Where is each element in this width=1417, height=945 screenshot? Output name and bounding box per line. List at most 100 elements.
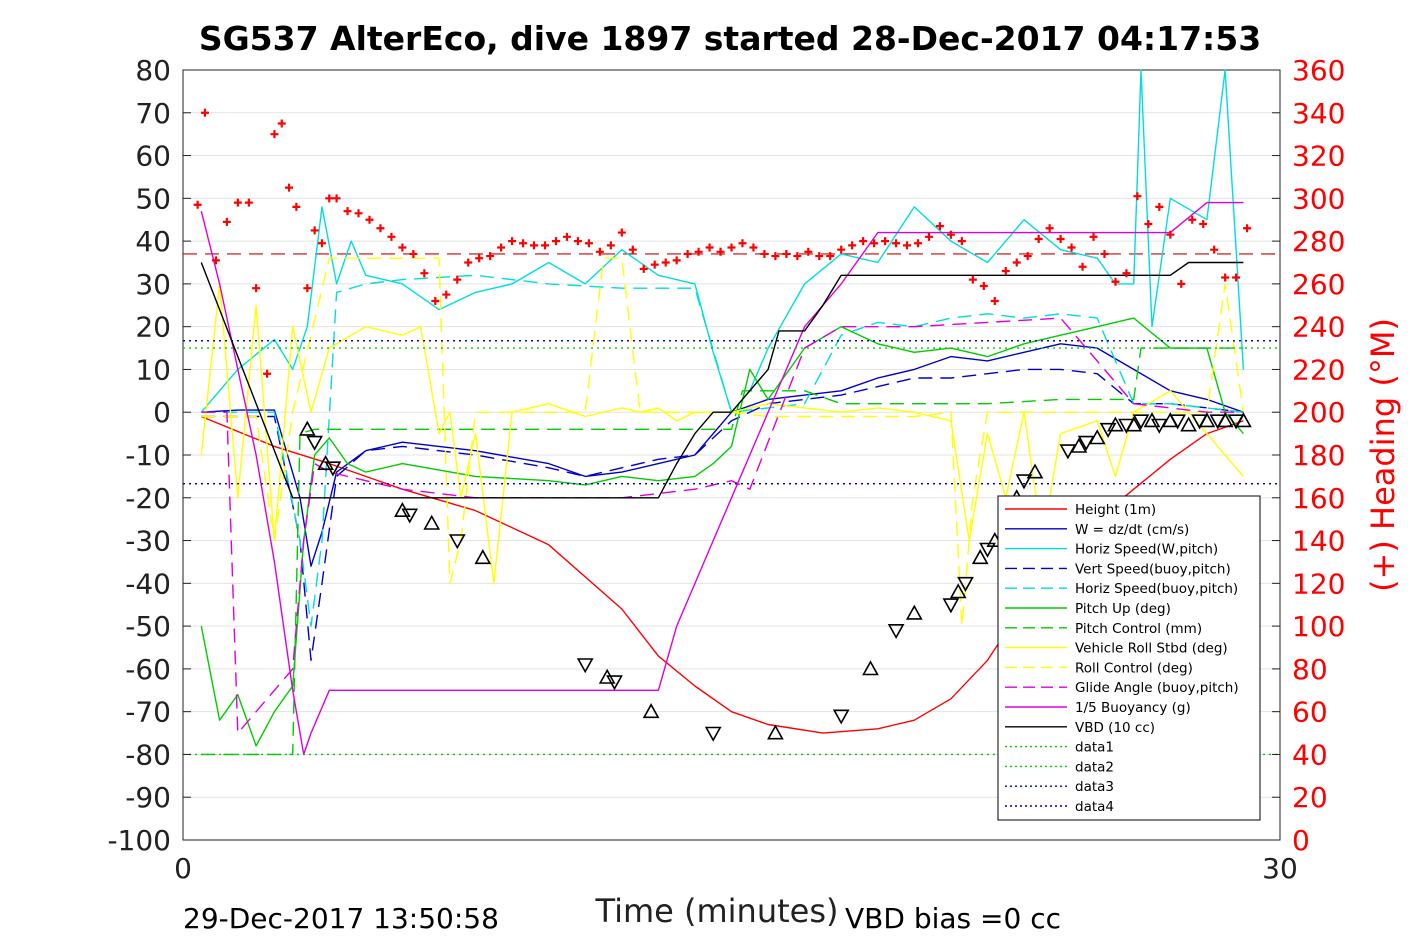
- series-pitch-control-mm: [201, 347, 1244, 756]
- heading-point: [387, 232, 396, 241]
- heading-point: [946, 230, 955, 239]
- heading-point: [409, 249, 418, 258]
- heading-point: [650, 260, 659, 269]
- depth-marker: [1198, 412, 1216, 428]
- heading-point: [881, 237, 890, 246]
- depth-marker: [1015, 474, 1033, 490]
- heading-point: [837, 245, 846, 254]
- heading-point: [519, 239, 528, 248]
- depth-marker: [1180, 416, 1197, 432]
- depth-marker: [642, 703, 660, 719]
- depth-marker: [401, 508, 419, 524]
- y-tick-label: 60: [135, 140, 171, 173]
- depth-marker: [1169, 414, 1186, 430]
- depth-marker: [949, 583, 967, 599]
- heading-point: [233, 198, 242, 207]
- legend-label: data1: [1075, 740, 1114, 756]
- heading-point: [782, 249, 791, 258]
- heading-point: [244, 198, 253, 207]
- depth-marker: [1125, 416, 1143, 432]
- y2-tick-label: 140: [1292, 525, 1345, 558]
- heading-point: [738, 239, 747, 248]
- depth-marker: [979, 542, 996, 558]
- heading-point: [1089, 232, 1098, 241]
- heading-point: [606, 241, 615, 250]
- depth-marker: [887, 623, 905, 640]
- series-vert-speed-buoy-pitch: [201, 368, 1244, 661]
- series-horiz-speed-buoy-pitch: [201, 274, 1244, 627]
- heading-point: [497, 243, 506, 252]
- heading-point: [639, 264, 648, 273]
- depth-marker: [957, 576, 974, 592]
- legend-label: Horiz Speed(W,pitch): [1075, 542, 1218, 558]
- heading-point: [760, 249, 769, 258]
- depth-marker: [606, 675, 623, 691]
- y2-tick-label: 40: [1292, 738, 1328, 771]
- y2-tick-label: 180: [1292, 439, 1345, 472]
- legend-label: W = dz/dt (cm/s): [1075, 522, 1189, 538]
- right-axis-ticks: 3603403203002802602402202001801601401201…: [1272, 54, 1345, 857]
- heading-point: [968, 275, 977, 284]
- timestamp-footer: 29-Dec-2017 13:50:58: [183, 902, 499, 935]
- left-axis-ticks: 80 70 60 50 40 30 20 10 0 -10 -20 -30 -40 -50 -60 -70 -8…: [107, 54, 191, 857]
- heading-point: [303, 284, 312, 293]
- heading-point: [584, 239, 593, 248]
- heading-point: [979, 282, 988, 291]
- depth-marker: [1235, 412, 1252, 428]
- series-vbd-10-cc: [200, 261, 1244, 499]
- heading-point: [957, 237, 966, 246]
- heading-point: [913, 239, 922, 248]
- heading-point: [354, 209, 363, 218]
- heading-point: [292, 202, 301, 211]
- y2-tick-label: 100: [1292, 610, 1345, 643]
- legend-label: VBD (10 cc): [1075, 720, 1155, 736]
- heading-point: [285, 183, 294, 192]
- heading-point: [1210, 245, 1219, 254]
- legend-label: data3: [1075, 779, 1114, 795]
- depth-marker: [298, 420, 316, 436]
- y-tick-label: -90: [125, 781, 171, 814]
- y-tick-label: -80: [125, 738, 171, 771]
- heading-point: [1100, 249, 1109, 258]
- series-vehicle-roll-stbd-deg: [200, 283, 1244, 584]
- legend-label: Pitch Control (mm): [1075, 621, 1202, 637]
- heading-point: [749, 243, 758, 252]
- heading-point: [270, 130, 279, 139]
- legend-label: Roll Control (deg): [1075, 660, 1193, 676]
- heading-point: [1056, 234, 1065, 243]
- y2-tick-label: 280: [1292, 225, 1345, 258]
- depth-marker: [1132, 414, 1150, 430]
- x-axis-ticks: 0 30: [174, 852, 1298, 885]
- y-tick-label: 30: [135, 268, 171, 301]
- heading-point: [672, 256, 681, 265]
- heading-point: [683, 249, 692, 258]
- heading-point: [1067, 243, 1076, 252]
- heading-point: [1188, 215, 1197, 224]
- heading-point: [376, 224, 385, 233]
- heading-point: [595, 247, 604, 256]
- y-tick-label: 0: [153, 396, 171, 429]
- series-1-5-buoyancy-g: [200, 201, 1244, 756]
- depth-marker: [423, 514, 441, 530]
- heading-point: [1166, 230, 1175, 239]
- heading-point: [530, 241, 539, 250]
- depth-marker: [448, 534, 466, 550]
- legend-label: data2: [1075, 759, 1114, 775]
- y2-tick-label: 0: [1292, 824, 1310, 857]
- legend-label: Pitch Up (deg): [1075, 601, 1171, 617]
- heading-point: [486, 252, 495, 261]
- y-tick-label: -40: [125, 567, 171, 600]
- depth-marker: [942, 598, 960, 614]
- heading-point: [705, 243, 714, 252]
- depth-marker: [862, 660, 879, 676]
- y2-tick-label: 300: [1292, 182, 1345, 215]
- legend-label: Horiz Speed(buoy,pitch): [1075, 581, 1238, 597]
- heading-point: [453, 275, 462, 284]
- y-tick-label: -10: [125, 439, 171, 472]
- depth-marker: [1107, 416, 1124, 432]
- heading-point: [661, 258, 670, 267]
- y2-tick-label: 320: [1292, 140, 1345, 173]
- y2-tick-label: 360: [1292, 54, 1345, 87]
- heading-point: [848, 241, 857, 250]
